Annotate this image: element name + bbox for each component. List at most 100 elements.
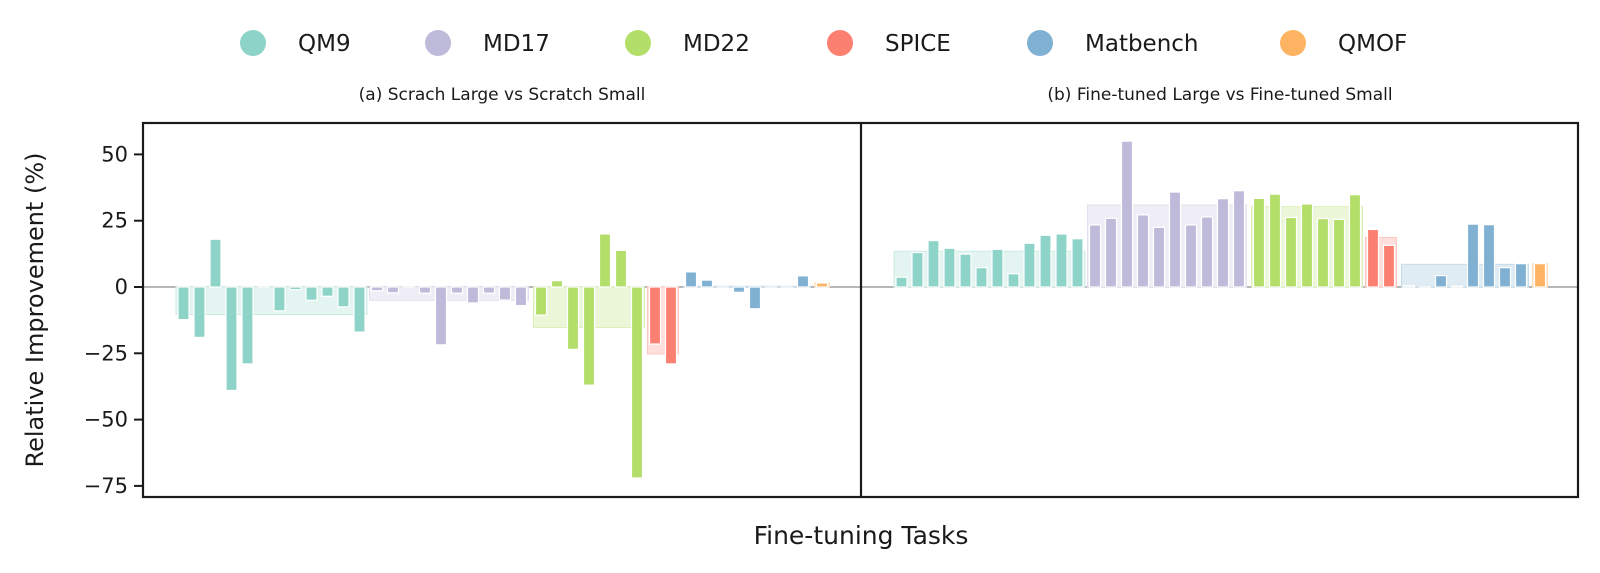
- group-qmof: [814, 282, 830, 288]
- bar: [1216, 198, 1230, 288]
- bar: [370, 286, 384, 292]
- bar: [241, 286, 254, 365]
- legend-item-spice: SPICE: [827, 30, 951, 57]
- legend-label: MD22: [683, 31, 750, 57]
- bar: [209, 238, 222, 288]
- group-md17: [369, 286, 529, 346]
- bar: [1366, 228, 1380, 288]
- group-spice: [647, 286, 679, 365]
- bar: [1007, 273, 1020, 288]
- bar: [1023, 242, 1036, 288]
- bar: [418, 286, 432, 294]
- x-axis-label: Fine-tuning Tasks: [754, 521, 969, 550]
- subtitle-panel-a: (a) Scrach Large vs Scratch Small: [359, 85, 646, 105]
- group-matbench: [683, 271, 811, 310]
- bar: [630, 286, 644, 479]
- bar: [321, 286, 334, 297]
- y-tick-label: 25: [101, 209, 128, 233]
- legend-marker-icon: [1027, 30, 1053, 56]
- bar: [1434, 274, 1448, 288]
- bar: [482, 286, 496, 294]
- panel-b: [861, 140, 1579, 288]
- bar: [796, 275, 810, 288]
- bar: [927, 239, 940, 288]
- group-md22: [1251, 193, 1363, 288]
- bar: [225, 286, 238, 392]
- legend-label: Matbench: [1085, 31, 1199, 57]
- bar: [289, 286, 302, 291]
- bar: [1184, 224, 1198, 288]
- bar: [1055, 233, 1068, 288]
- bar: [434, 286, 448, 346]
- bar: [1120, 140, 1134, 288]
- bar: [534, 286, 548, 316]
- bar: [1450, 285, 1464, 288]
- bar: [566, 286, 580, 350]
- bar: [895, 276, 908, 288]
- bar: [1136, 214, 1150, 288]
- legend-label: MD17: [483, 31, 550, 57]
- group-mean-box: [175, 286, 368, 315]
- legend-marker-icon: [1280, 30, 1306, 56]
- y-tick-label: 0: [115, 275, 128, 299]
- bar: [1382, 244, 1396, 288]
- y-tick-label: −50: [84, 408, 128, 432]
- group-md17: [1087, 140, 1247, 288]
- bar: [1152, 226, 1166, 288]
- bar: [1316, 217, 1330, 288]
- bar: [684, 271, 698, 288]
- y-axis: 50 25 0 −25 −50 −75: [84, 142, 143, 498]
- legend-label: QMOF: [1338, 31, 1407, 57]
- bar: [1402, 285, 1416, 288]
- bar: [1284, 216, 1298, 288]
- bar: [975, 267, 988, 288]
- bar: [1168, 191, 1182, 288]
- bar: [732, 286, 746, 293]
- bar: [1498, 267, 1512, 288]
- bar: [1039, 234, 1052, 288]
- bar: [386, 286, 400, 294]
- plot-area: [141, 121, 1580, 499]
- bar: [1300, 203, 1314, 288]
- bar: [598, 233, 612, 288]
- bar: [193, 286, 206, 338]
- bar: [514, 286, 528, 307]
- group-qmof: [1532, 263, 1548, 288]
- bar: [1232, 190, 1246, 288]
- bar: [614, 249, 628, 288]
- group-qm9: [175, 238, 368, 392]
- group-mean-box: [893, 250, 1086, 288]
- bar: [1088, 224, 1102, 288]
- bar: [943, 247, 956, 288]
- subtitle-panel-b: (b) Fine-tuned Large vs Fine-tuned Small: [1047, 85, 1392, 105]
- bar: [1533, 263, 1547, 288]
- legend-marker-icon: [625, 30, 651, 56]
- group-mean-box: [683, 285, 811, 288]
- legend-item-qmof: QMOF: [1280, 30, 1407, 57]
- legend-marker-icon: [425, 30, 451, 56]
- bar: [648, 286, 662, 345]
- bar: [1514, 263, 1528, 288]
- legend-item-matbench: Matbench: [1027, 30, 1199, 57]
- y-tick-label: −75: [84, 474, 128, 498]
- bar: [353, 286, 366, 333]
- bar: [305, 286, 318, 301]
- legend-marker-icon: [827, 30, 853, 56]
- bar: [1348, 194, 1362, 288]
- bar: [498, 286, 512, 301]
- group-matbench: [1401, 223, 1529, 288]
- bar: [1466, 223, 1480, 288]
- legend-label: SPICE: [885, 31, 951, 57]
- bar: [1332, 218, 1346, 288]
- legend-item-md22: MD22: [625, 30, 750, 57]
- legend-item-md17: MD17: [425, 30, 550, 57]
- bar: [748, 286, 762, 310]
- bar: [664, 286, 678, 365]
- bar: [1104, 217, 1118, 288]
- bar: [337, 286, 350, 308]
- y-axis-label: Relative Improvement (%): [21, 152, 49, 467]
- bar: [582, 286, 596, 386]
- bar: [450, 286, 464, 294]
- group-mean-box: [1401, 263, 1529, 288]
